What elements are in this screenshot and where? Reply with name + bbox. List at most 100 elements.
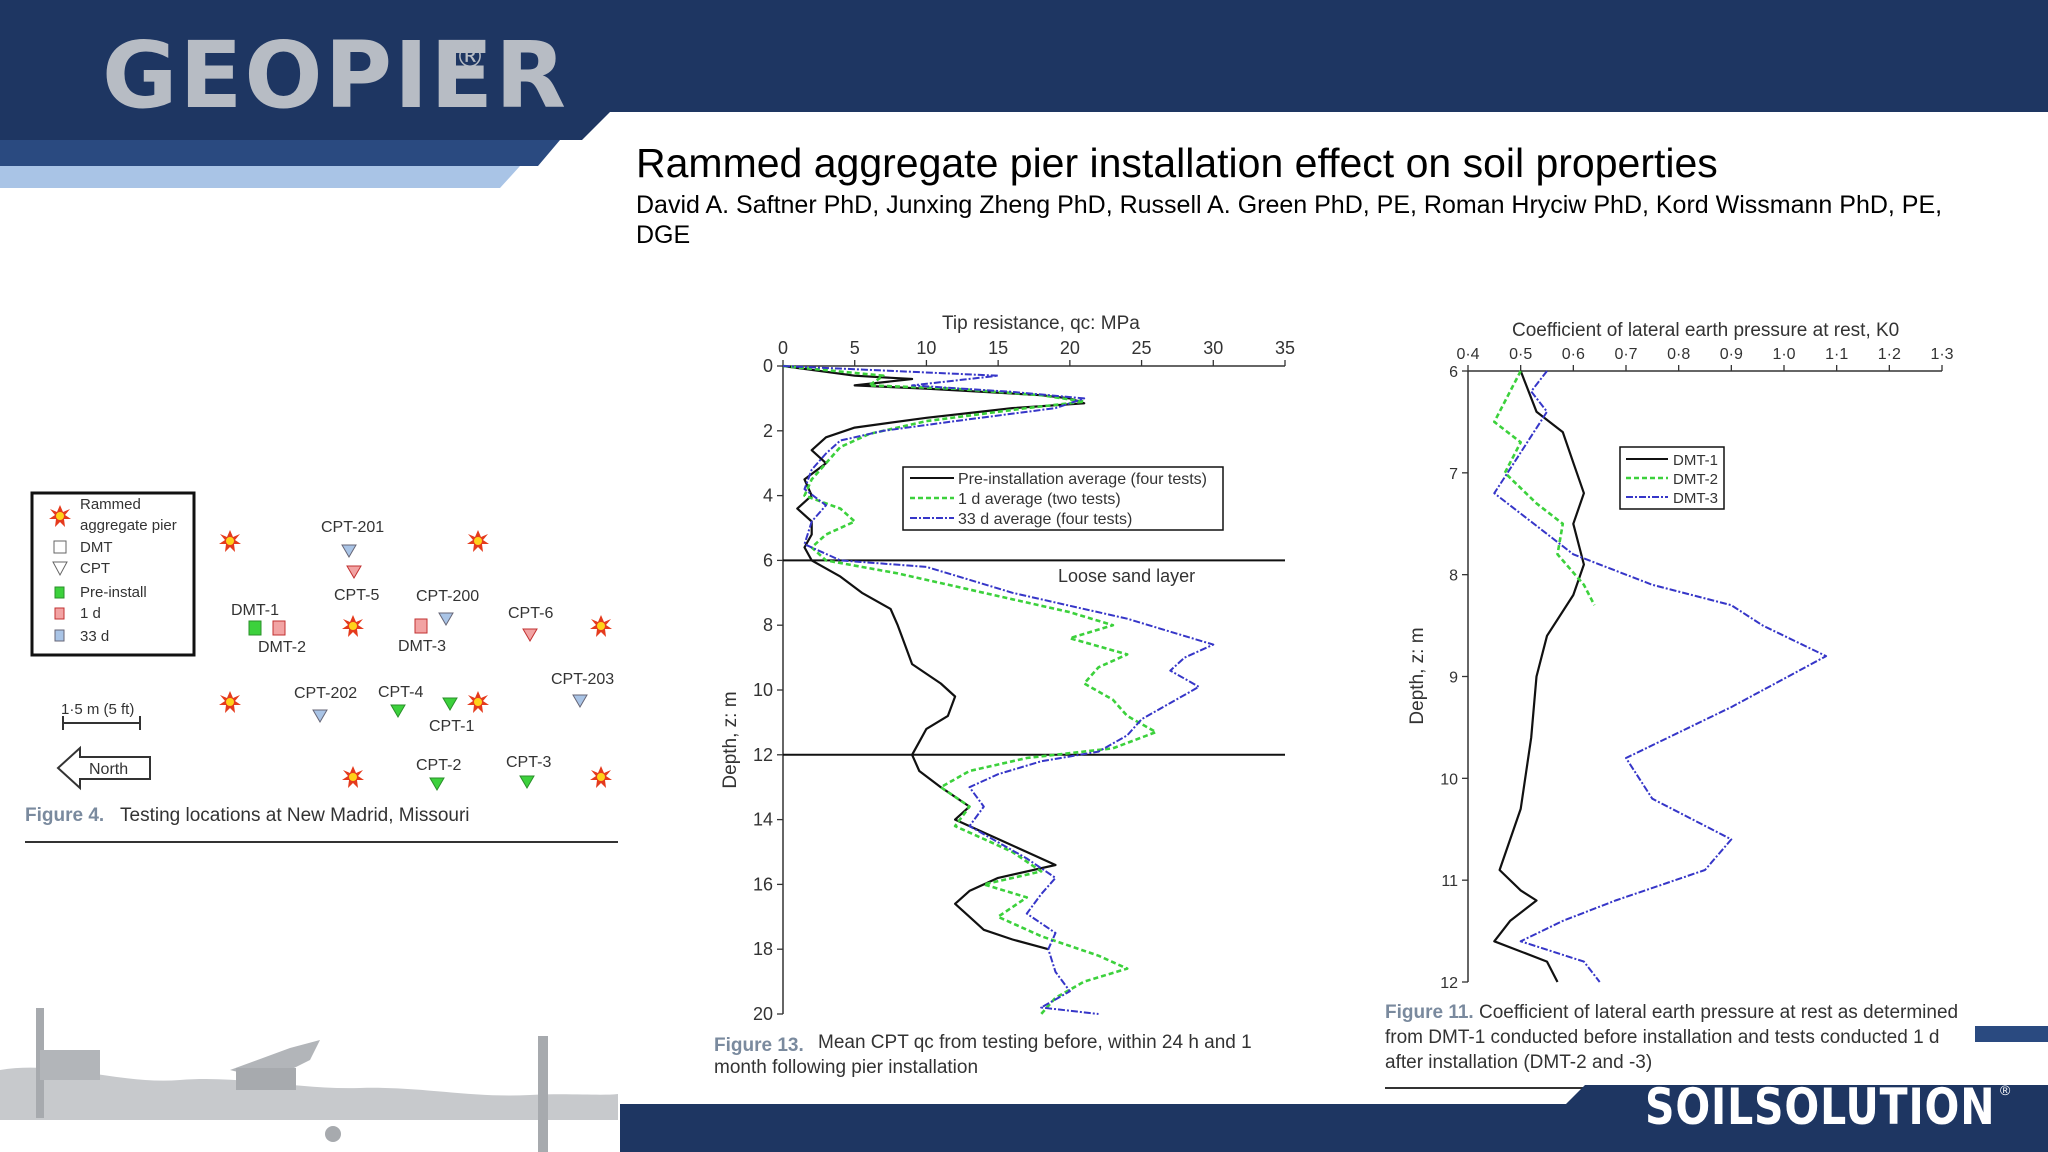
fig11-x-tick-label: 1·1 xyxy=(1825,346,1848,363)
fig11-x-tick-label: 0·7 xyxy=(1614,346,1637,363)
fig11-y-tick-label: 6 xyxy=(1449,364,1458,381)
fig11-x-tick-label: 0·5 xyxy=(1509,346,1532,363)
cpt-200-label: CPT-200 xyxy=(416,588,479,605)
cpt-4-symbol xyxy=(390,704,406,718)
pier-symbol xyxy=(219,530,241,552)
fig13-axes: 0 5 10 15 20 25 30 35 0 2 4 6 8 10 12 14 16 18 20 xyxy=(753,338,1295,1024)
fig11-x-tick-label: 0·6 xyxy=(1562,346,1585,363)
fig11-x-tick-label: 0·4 xyxy=(1456,346,1479,363)
fig13-y-tick-label: 16 xyxy=(753,874,773,894)
cpt-1-symbol xyxy=(442,697,458,711)
figure4-caption-label: Figure 4. xyxy=(25,805,104,826)
fig13-series xyxy=(782,364,1215,1015)
fig13-y-tick-label: 8 xyxy=(763,615,773,635)
fig11-y-tick-label: 10 xyxy=(1440,771,1458,788)
cpt-201-label: CPT-201 xyxy=(321,519,384,536)
dmt-2-symbol xyxy=(272,620,286,636)
slide-authors: David A. Saftner PhD, Junxing Zheng PhD,… xyxy=(636,191,1943,249)
fig13-legend-box xyxy=(902,466,1224,531)
rig-mast xyxy=(36,1008,44,1118)
fig13-x-tick-label: 10 xyxy=(916,338,936,358)
pier-symbol xyxy=(219,691,241,713)
fig13-x-tick-label: 35 xyxy=(1275,338,1295,358)
legend-cpt-symbol xyxy=(52,561,68,577)
fig13-y-tick-label: 4 xyxy=(763,486,773,506)
legend-1d-symbol xyxy=(54,607,65,620)
dmt-1-symbol xyxy=(248,620,262,636)
cpt-202-symbol xyxy=(312,709,328,723)
geopier-logo: GEOPIER xyxy=(102,22,568,129)
drill-mast xyxy=(538,1036,548,1152)
fig11-series xyxy=(1493,370,1828,983)
fig13-y-tick-label: 18 xyxy=(753,939,773,959)
fig13-caption-text: Mean CPT qc from testing before, within … xyxy=(714,1032,1252,1078)
fig13-y-tick-label: 20 xyxy=(753,1004,773,1024)
cpt-201-symbol xyxy=(341,544,357,558)
dmt-3-label: DMT-3 xyxy=(398,638,446,655)
cpt-200-symbol xyxy=(438,612,454,626)
north-arrow-label: North xyxy=(89,761,128,778)
fig11-y-axis-label: Depth, z: m xyxy=(1407,627,1428,724)
fig11-caption: Figure 11. Coefficient of lateral earth … xyxy=(1385,1000,1965,1075)
excavator-body xyxy=(236,1068,296,1090)
figure4-labels: CPT-201 CPT-5 CPT-200 CPT-6 DMT-1 DMT-2 … xyxy=(231,519,614,774)
fig11-caption-box: Figure 11. Coefficient of lateral earth … xyxy=(1385,1000,1965,1075)
cpt-2-symbol xyxy=(429,777,445,791)
fig11-y-tick-label: 7 xyxy=(1449,466,1458,483)
fig11-y-tick-label: 11 xyxy=(1441,873,1458,890)
footer-angle-shape xyxy=(1565,1085,2048,1105)
legend-preinstall-symbol xyxy=(54,586,65,599)
figure4-legend: Rammed aggregate pier DMT CPT Pre-instal… xyxy=(30,491,196,657)
dmt-1-label: DMT-1 xyxy=(231,602,279,619)
fig11-series-dmt-3 xyxy=(1493,370,1828,983)
fig13-x-axis-label: Tip resistance, qc: MPa xyxy=(942,313,1140,334)
fig13-y-tick-label: 2 xyxy=(763,421,773,441)
legend-33d-label: 33 d xyxy=(80,628,109,645)
soilsolution-logo: SOILSOLUTION xyxy=(1645,1078,1996,1136)
fig13-x-tick-label: 5 xyxy=(850,338,860,358)
figure4-legend-box xyxy=(30,491,196,657)
construction-silhouette xyxy=(0,1008,618,1152)
fig13-x-tick-label: 0 xyxy=(778,338,788,358)
pier-symbol xyxy=(590,615,612,637)
legend-cpt-label: CPT xyxy=(80,560,110,577)
fig13-y-tick-label: 6 xyxy=(763,550,773,570)
fig13-caption-label: Figure 13. xyxy=(714,1035,804,1056)
cpt-3-label: CPT-3 xyxy=(506,754,551,771)
fig13-x-tick-label: 15 xyxy=(988,338,1008,358)
fig11-x-tick-label: 1·3 xyxy=(1930,346,1953,363)
dmt-3-symbol xyxy=(414,618,428,634)
north-arrow: North xyxy=(56,745,151,791)
pier-symbol xyxy=(590,766,612,788)
cpt-5-symbol xyxy=(346,565,362,579)
cpt-4-label: CPT-4 xyxy=(378,684,423,701)
pier-symbol xyxy=(467,691,489,713)
legend-dmt-label: DMT xyxy=(80,539,113,556)
fig13-y-tick-label: 0 xyxy=(763,356,773,376)
dmt-2-label: DMT-2 xyxy=(258,639,306,656)
slide-title: Rammed aggregate pier installation effec… xyxy=(636,140,1718,186)
fig11-x-tick-label: 0·9 xyxy=(1720,346,1743,363)
cpt-1-label: CPT-1 xyxy=(429,718,474,735)
tool-bulb xyxy=(325,1126,341,1142)
fig13-x-tick-label: 30 xyxy=(1203,338,1223,358)
fig13-x-tick-label: 25 xyxy=(1132,338,1152,358)
cpt-3-symbol xyxy=(519,775,535,789)
footer-angle xyxy=(1565,1085,2048,1105)
soilsolution-logo-mark: ® xyxy=(2000,1082,2011,1098)
legend-preinstall-label: Pre-install xyxy=(80,584,147,601)
figure4-piers xyxy=(219,530,612,788)
legend-33d-symbol xyxy=(54,629,65,642)
fig13-y-tick-label: 14 xyxy=(753,810,773,830)
cpt-5-label: CPT-5 xyxy=(334,587,379,604)
fig11-y-tick-label: 9 xyxy=(1449,670,1458,687)
legend-pier-label-2: aggregate pier xyxy=(80,517,177,534)
cpt-202-label: CPT-202 xyxy=(294,685,357,702)
fig13-annotation-loose-sand: Loose sand layer xyxy=(1058,566,1195,586)
fig11-x-tick-label: 1·2 xyxy=(1878,346,1901,363)
footer-accent-stripe xyxy=(1975,1026,2048,1042)
cpt-203-label: CPT-203 xyxy=(551,671,614,688)
fig13-legend: Pre-installation average (four tests) 1 … xyxy=(902,466,1224,531)
fig11-legend-box xyxy=(1619,446,1725,510)
fig11-caption-text: Coefficient of lateral earth pressure at… xyxy=(1385,1002,1959,1073)
